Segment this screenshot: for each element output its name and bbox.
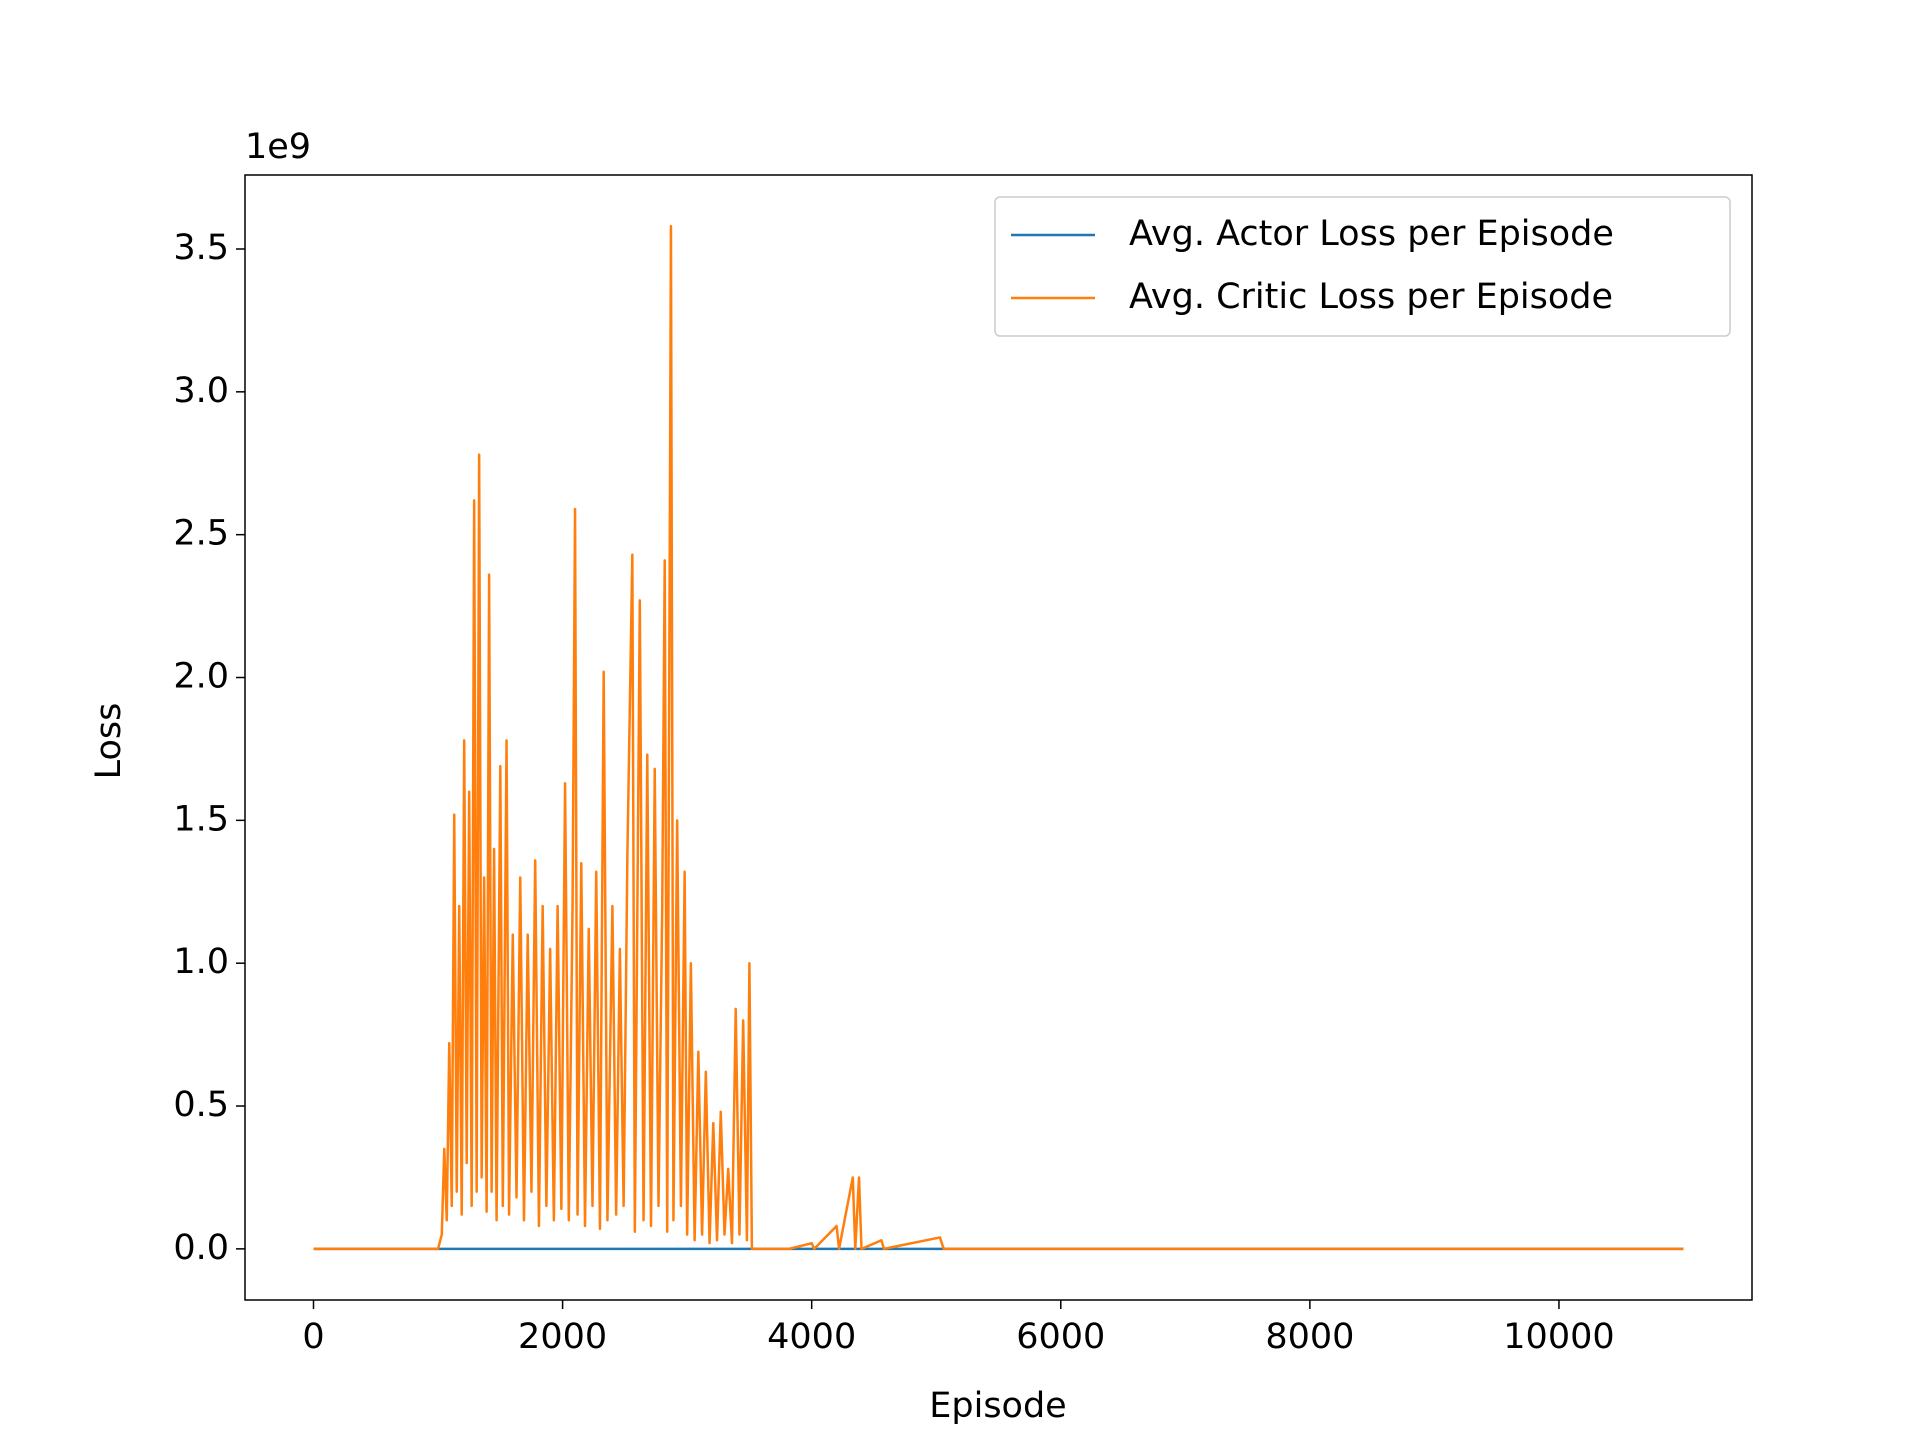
legend-label: Avg. Critic Loss per Episode: [1129, 277, 1613, 317]
x-axis-label: Episode: [929, 1386, 1066, 1426]
x-tick-label: 2000: [518, 1317, 607, 1357]
y-tick-label: 1.5: [173, 799, 229, 839]
line-series: [313, 224, 1684, 1251]
plot-frame: [244, 174, 1753, 1301]
y-tick-label: 3.0: [173, 371, 229, 411]
legend-box: [994, 196, 1731, 337]
y-axis-label: Loss: [89, 703, 129, 780]
y-tick-label: 3.5: [173, 228, 229, 268]
x-tick-label: 10000: [1503, 1317, 1614, 1357]
x-tick-label: 6000: [1016, 1317, 1105, 1357]
y-offset-label: 1e9: [245, 127, 311, 167]
x-tick-label: 8000: [1265, 1317, 1354, 1357]
y-tick-label: 0.0: [173, 1228, 229, 1268]
y-tick-label: 2.5: [173, 514, 229, 554]
y-tick-label: 1.0: [173, 942, 229, 982]
x-tick-label: 4000: [767, 1317, 856, 1357]
x-tick-label: 0: [302, 1317, 324, 1357]
legend-label: Avg. Actor Loss per Episode: [1129, 214, 1614, 254]
y-tick-label: 0.5: [173, 1085, 229, 1125]
y-tick-label: 2.0: [173, 657, 229, 697]
